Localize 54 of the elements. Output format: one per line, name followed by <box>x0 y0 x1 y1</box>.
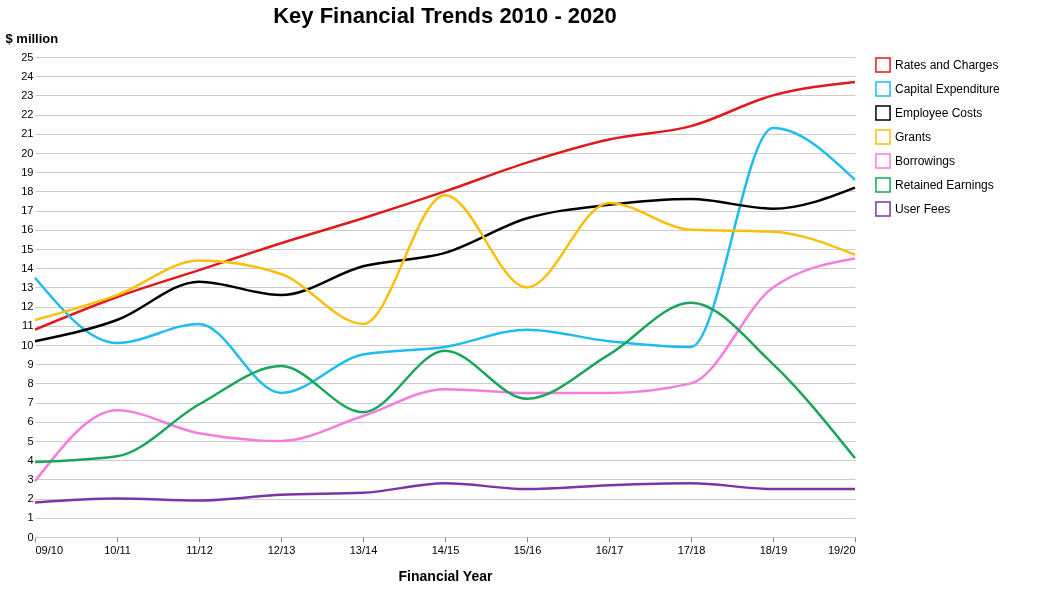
line-series <box>33 481 857 504</box>
line-series <box>33 193 857 326</box>
legend-label: User Fees <box>895 202 951 216</box>
y-tick-label: 22 <box>21 108 34 121</box>
y-tick-label: 14 <box>21 261 34 274</box>
y-tick-label: 5 <box>27 434 34 447</box>
legend-label: Capital Expenditure <box>895 82 1001 96</box>
chart-title: Key Financial Trends 2010 - 2020 <box>273 3 617 28</box>
y-tick-label: 11 <box>22 319 34 332</box>
y-tick-label: 24 <box>21 69 34 82</box>
y-tick-label: 15 <box>21 242 34 255</box>
y-tick-label: 23 <box>21 88 34 101</box>
line-series <box>33 126 857 395</box>
legend-label: Employee Costs <box>895 106 983 120</box>
x-tick-label: 16/17 <box>595 543 624 556</box>
line-series <box>33 257 857 483</box>
y-tick-label: 7 <box>27 396 34 409</box>
x-tick-label: 14/15 <box>431 543 460 556</box>
y-tick-label: 9 <box>27 357 34 370</box>
x-axis-title: Financial Year <box>398 567 493 584</box>
x-tick-label: 15/16 <box>513 543 542 556</box>
x-tick-label: 19/20 <box>827 543 856 556</box>
y-tick-label: 1 <box>27 511 34 524</box>
y-axis-title: $ million <box>5 30 59 46</box>
y-tick-label: 0 <box>27 530 34 543</box>
x-tick-label: 10/11 <box>104 543 131 556</box>
line-series <box>33 186 857 343</box>
legend-label: Borrowings <box>895 154 956 168</box>
y-tick-label: 10 <box>21 338 34 351</box>
y-tick-label: 19 <box>21 165 34 178</box>
y-tick-label: 20 <box>21 146 34 159</box>
legend-label: Retained Earnings <box>895 178 994 192</box>
x-tick-label: 13/14 <box>349 543 378 556</box>
y-tick-label: 21 <box>21 127 34 140</box>
legend-label: Grants <box>895 130 932 144</box>
y-tick-label: 25 <box>21 50 34 63</box>
x-tick-label: 09/10 <box>35 543 64 556</box>
y-tick-label: 6 <box>27 415 34 428</box>
y-tick-label: 2 <box>27 492 34 505</box>
legend-label: Rates and Charges <box>895 58 999 72</box>
y-tick-label: 16 <box>21 223 34 236</box>
y-tick-label: 8 <box>27 376 34 389</box>
x-tick-label: 18/19 <box>759 543 788 556</box>
y-tick-label: 13 <box>21 280 34 293</box>
x-tick-label: 17/18 <box>677 543 706 556</box>
y-tick-label: 3 <box>27 472 34 485</box>
line-series <box>33 80 857 331</box>
x-tick-label: 12/13 <box>267 543 296 556</box>
line-series <box>33 301 857 464</box>
y-tick-label: 4 <box>27 453 34 466</box>
y-tick-label: 12 <box>21 300 34 313</box>
y-tick-label: 17 <box>21 204 34 217</box>
y-tick-label: 18 <box>21 184 34 197</box>
x-tick-label: 11/12 <box>186 543 213 556</box>
